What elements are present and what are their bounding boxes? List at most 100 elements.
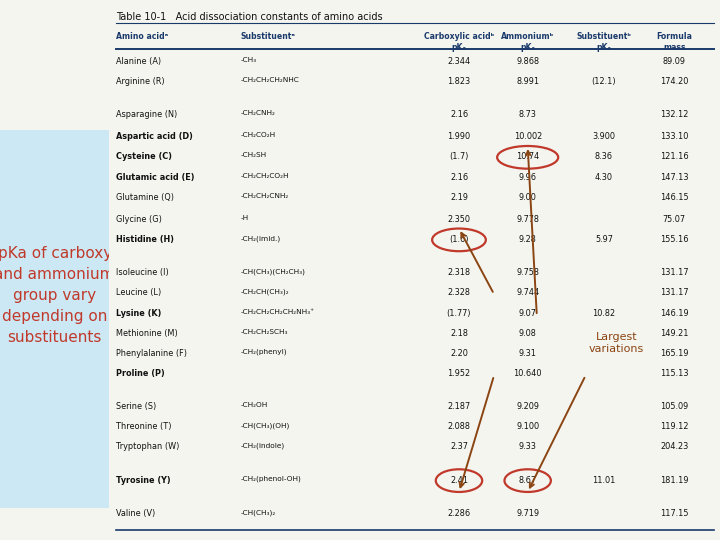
Text: Amino acidᵃ: Amino acidᵃ: [115, 32, 168, 42]
Text: 181.19: 181.19: [660, 476, 688, 485]
Text: (1.6): (1.6): [449, 235, 469, 244]
Text: Tyrosine (Y): Tyrosine (Y): [115, 476, 170, 485]
Text: Ammoniumᵇ
pKₐ: Ammoniumᵇ pKₐ: [501, 32, 554, 52]
Text: -CH₂CH(CH₃)₂: -CH₂CH(CH₃)₂: [240, 288, 289, 295]
Text: Valine (V): Valine (V): [115, 509, 155, 518]
Text: 9.100: 9.100: [516, 422, 539, 431]
Text: 133.10: 133.10: [660, 132, 688, 141]
Text: 2.19: 2.19: [450, 193, 468, 201]
Text: Carboxylic acidᵇ
pKₐ: Carboxylic acidᵇ pKₐ: [424, 32, 494, 52]
Text: Asparagine (N): Asparagine (N): [115, 110, 177, 119]
Text: Arginine (R): Arginine (R): [115, 77, 164, 86]
Text: pKa of carboxy
and ammonium
group vary
depending on
substituents: pKa of carboxy and ammonium group vary d…: [0, 246, 115, 346]
Text: 204.23: 204.23: [660, 442, 688, 451]
Text: 9.08: 9.08: [518, 329, 536, 338]
Text: 131.17: 131.17: [660, 288, 688, 298]
Text: 11.01: 11.01: [593, 476, 616, 485]
Text: Glutamine (Q): Glutamine (Q): [115, 193, 174, 201]
Text: 9.744: 9.744: [516, 288, 539, 298]
Text: 10.002: 10.002: [513, 132, 541, 141]
Text: 121.16: 121.16: [660, 152, 688, 161]
Text: 8.991: 8.991: [516, 77, 539, 86]
Text: 105.09: 105.09: [660, 402, 688, 411]
Text: 146.19: 146.19: [660, 308, 688, 318]
Text: Proline (P): Proline (P): [115, 369, 164, 378]
Text: 2.088: 2.088: [448, 422, 470, 431]
Text: -CH₂(indole): -CH₂(indole): [240, 442, 285, 449]
Text: Alanine (A): Alanine (A): [115, 57, 161, 66]
Text: 2.37: 2.37: [450, 442, 468, 451]
Text: 146.15: 146.15: [660, 193, 688, 201]
Text: -CH₂CO₂H: -CH₂CO₂H: [240, 132, 276, 138]
Text: Aspartic acid (D): Aspartic acid (D): [115, 132, 192, 141]
Text: (1.7): (1.7): [449, 152, 469, 161]
Text: Phenylalanine (F): Phenylalanine (F): [115, 349, 186, 358]
Text: -CH(CH₃)₂: -CH(CH₃)₂: [240, 509, 276, 516]
Text: 131.17: 131.17: [660, 268, 688, 278]
Text: 2.20: 2.20: [450, 349, 468, 358]
Text: 2.328: 2.328: [448, 288, 470, 298]
Text: 132.12: 132.12: [660, 110, 688, 119]
Text: Largest
variations: Largest variations: [588, 332, 644, 354]
Text: 8.73: 8.73: [518, 110, 536, 119]
Text: 9.209: 9.209: [516, 402, 539, 411]
Text: Substituentᵇ
pKₐ: Substituentᵇ pKₐ: [577, 32, 631, 52]
Text: 3.900: 3.900: [593, 132, 616, 141]
Text: -H: -H: [240, 215, 249, 221]
Text: 174.20: 174.20: [660, 77, 688, 86]
Text: 89.09: 89.09: [662, 57, 685, 66]
Text: 9.758: 9.758: [516, 268, 539, 278]
Text: Isoleucine (I): Isoleucine (I): [115, 268, 168, 278]
Text: 115.13: 115.13: [660, 369, 688, 378]
Text: 10.82: 10.82: [593, 308, 616, 318]
Text: -CH₂CH₂CH₂NHC: -CH₂CH₂CH₂NHC: [240, 77, 300, 83]
Text: 2.18: 2.18: [450, 329, 468, 338]
Text: Leucine (L): Leucine (L): [115, 288, 161, 298]
Text: Lysine (K): Lysine (K): [115, 308, 161, 318]
Text: Table 10-1   Acid dissociation constants of amino acids: Table 10-1 Acid dissociation constants o…: [115, 12, 382, 22]
Text: Glycine (G): Glycine (G): [115, 215, 161, 224]
Text: 2.286: 2.286: [447, 509, 471, 518]
Text: -CH₂(phenol-OH): -CH₂(phenol-OH): [240, 476, 302, 482]
Text: 2.16: 2.16: [450, 173, 468, 181]
Text: -CH₂(imid.): -CH₂(imid.): [240, 235, 281, 241]
Text: -CH₂CH₂SCH₃: -CH₂CH₂SCH₃: [240, 329, 288, 335]
Text: 8.67: 8.67: [518, 476, 536, 485]
Text: 1.823: 1.823: [447, 77, 471, 86]
Text: -CH₂SH: -CH₂SH: [240, 152, 267, 158]
Text: 5.97: 5.97: [595, 235, 613, 244]
Text: -CH₂OH: -CH₂OH: [240, 402, 268, 408]
Text: 9.07: 9.07: [518, 308, 536, 318]
Text: 9.719: 9.719: [516, 509, 539, 518]
Text: -CH₃: -CH₃: [240, 57, 257, 63]
Text: Glutamic acid (E): Glutamic acid (E): [115, 173, 194, 181]
Text: 155.16: 155.16: [660, 235, 688, 244]
Text: 9.33: 9.33: [518, 442, 536, 451]
Text: Tryptophan (W): Tryptophan (W): [115, 442, 179, 451]
Text: 10.640: 10.640: [513, 369, 542, 378]
Text: Cysteine (C): Cysteine (C): [115, 152, 171, 161]
Text: -CH₂CH₂CO₂H: -CH₂CH₂CO₂H: [240, 173, 289, 179]
Text: 9.868: 9.868: [516, 57, 539, 66]
Text: 165.19: 165.19: [660, 349, 688, 358]
Text: 1.990: 1.990: [447, 132, 471, 141]
Text: 2.187: 2.187: [447, 402, 471, 411]
Text: 1.952: 1.952: [447, 369, 471, 378]
Text: -CH₂CH₂CH₂CH₂NH₃⁺: -CH₂CH₂CH₂CH₂NH₃⁺: [240, 308, 315, 315]
Text: Methionine (M): Methionine (M): [115, 329, 177, 338]
Text: 8.36: 8.36: [595, 152, 613, 161]
Text: 2.16: 2.16: [450, 110, 468, 119]
Text: 147.13: 147.13: [660, 173, 688, 181]
Text: -CH(CH₃)(OH): -CH(CH₃)(OH): [240, 422, 290, 429]
Text: Serine (S): Serine (S): [115, 402, 156, 411]
Text: 2.41: 2.41: [450, 476, 468, 485]
Text: 10.74: 10.74: [516, 152, 539, 161]
Text: 4.30: 4.30: [595, 173, 613, 181]
Text: Substituentᵃ: Substituentᵃ: [240, 32, 296, 42]
Text: 149.21: 149.21: [660, 329, 688, 338]
Text: -CH₂CNH₂: -CH₂CNH₂: [240, 110, 276, 116]
Text: (12.1): (12.1): [592, 77, 616, 86]
Text: 119.12: 119.12: [660, 422, 688, 431]
Text: 2.344: 2.344: [447, 57, 471, 66]
Text: 9.00: 9.00: [518, 193, 536, 201]
